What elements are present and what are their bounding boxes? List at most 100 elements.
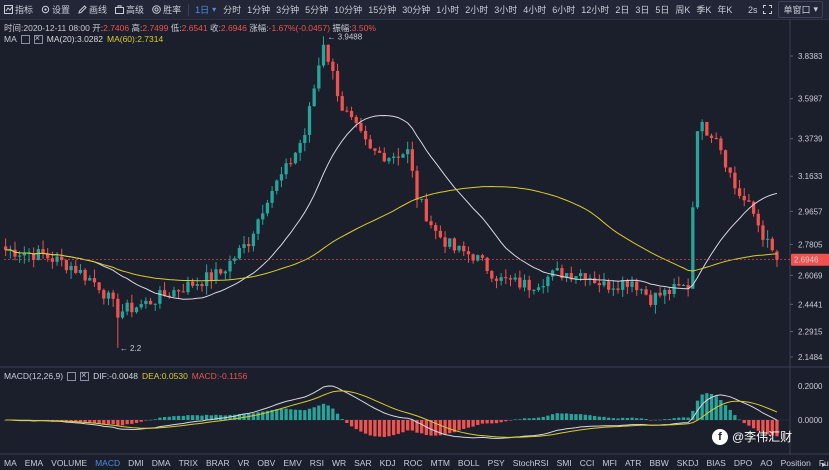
candle-body <box>190 281 195 286</box>
indicator-tab[interactable]: MTM <box>430 457 450 468</box>
dea-value: DEA:0.0530 <box>141 371 188 381</box>
period-tab[interactable]: 5分钟 <box>305 5 329 15</box>
indicator-tab[interactable]: DMA <box>151 457 171 468</box>
indicator-tab[interactable]: DMI <box>128 457 144 468</box>
indicator-tab[interactable]: MACD <box>95 457 121 468</box>
refresh-interval[interactable]: 2s <box>747 4 758 15</box>
low-label: 低: <box>170 23 182 33</box>
candle-body <box>326 44 330 62</box>
indicator-tab[interactable]: StochRSI <box>512 457 549 468</box>
window-mode-select[interactable]: 单窗口 ▾ <box>778 1 823 18</box>
period-tab[interactable]: 1分钟 <box>247 5 271 15</box>
macd-settings-checkbox[interactable] <box>67 371 77 381</box>
macd-histogram-bar <box>181 415 185 420</box>
period-tab[interactable]: 6小时 <box>552 5 576 15</box>
indicator-tab[interactable]: CCI <box>579 457 595 468</box>
macd-close-checkbox[interactable] <box>80 370 90 381</box>
indicator-tab[interactable]: VOLUME <box>51 457 88 468</box>
period-tab[interactable]: 3小时 <box>494 5 518 15</box>
price-chart[interactable]: 3.8383 3.5987 3.3739 3.1633 2.9657 2.7805 2.60… <box>0 0 829 455</box>
settings-button[interactable]: 设置 <box>37 0 74 19</box>
indicator-tab[interactable]: KDJ <box>379 457 396 468</box>
indicator-tab[interactable]: WR <box>331 457 347 468</box>
period-tab[interactable]: 10分钟 <box>334 5 363 15</box>
period-tab[interactable]: 1日 <box>195 5 210 15</box>
indicator-label: 指标 <box>15 5 34 15</box>
indicator-tab[interactable]: BIAS <box>706 457 726 468</box>
indicator-tab[interactable]: PSY <box>487 457 505 468</box>
candle-body <box>167 295 171 297</box>
indicator-tab[interactable]: EMA <box>24 457 44 468</box>
indicator-tab[interactable]: Position <box>780 457 811 468</box>
macd-histogram-bar <box>653 419 658 421</box>
indicator-tab[interactable]: EMV <box>283 457 302 468</box>
macd-histogram-bar <box>289 409 293 420</box>
indicator-tab[interactable]: BRAR <box>205 457 230 468</box>
period-tab[interactable]: 2小时 <box>465 5 489 15</box>
indicator-tab[interactable]: Fundflow <box>818 457 829 468</box>
candle-body <box>321 44 326 66</box>
candle-body <box>293 152 298 164</box>
indicator-tab[interactable]: BOLL <box>457 457 480 468</box>
period-tab[interactable]: 周K <box>675 5 691 15</box>
macd-histogram-bar <box>158 417 162 420</box>
candle-body <box>363 130 368 140</box>
period-tab[interactable]: 5日 <box>655 5 670 15</box>
indicator-tab[interactable]: ROC <box>403 457 423 468</box>
indicator-tab[interactable]: RSI <box>309 457 324 468</box>
macd-histogram-bar <box>307 408 312 420</box>
indicator-tab[interactable]: AO <box>760 457 773 468</box>
candle-body <box>494 278 499 281</box>
indicator-tab[interactable]: BBW <box>649 457 669 468</box>
ma-settings-checkbox[interactable] <box>20 34 30 44</box>
ma20-value: MA(20):3.0282 <box>46 34 103 44</box>
top-toolbar: 指标 设置 画线 高级 胜率 1日 ▾ 分时 1分钟 3分钟 5分钟 10分钟 15分钟 30分… <box>0 0 829 20</box>
period-tab[interactable]: 15分钟 <box>368 5 397 15</box>
indicator-tab[interactable]: SKDJ <box>676 457 699 468</box>
price-tick-label: 2.2915 <box>798 328 823 337</box>
period-tab[interactable]: 1小时 <box>436 5 460 15</box>
advanced-button[interactable]: 高级 <box>111 0 148 19</box>
period-tab[interactable]: 季K <box>696 5 712 15</box>
indicator-tab[interactable]: ATR <box>625 457 642 468</box>
candle-body <box>522 279 527 288</box>
macd-histogram-bar <box>611 418 615 420</box>
candle-body <box>354 117 358 123</box>
indicator-button[interactable]: 指标 <box>0 0 37 19</box>
indicator-tab[interactable]: SMI <box>556 457 572 468</box>
ma-close-checkbox[interactable] <box>33 33 43 44</box>
macd-histogram-bar <box>462 420 466 429</box>
indicator-tab[interactable]: OBV <box>257 457 276 468</box>
indicator-tab[interactable]: DPO <box>733 457 753 468</box>
indicator-tab[interactable]: VR <box>237 457 250 468</box>
candle-body <box>55 256 59 262</box>
period-tab[interactable]: 4小时 <box>523 5 547 15</box>
win-rate-button[interactable]: 胜率 <box>148 0 185 19</box>
scroll-right-icon[interactable]: ▸ <box>821 460 826 469</box>
candle-body <box>765 238 770 240</box>
period-tab[interactable]: 分时 <box>223 5 242 15</box>
period-tab[interactable]: 12小时 <box>581 5 610 15</box>
macd-histogram-bar <box>518 419 522 420</box>
indicator-tab[interactable]: SAR <box>354 457 372 468</box>
candle-body <box>438 230 443 238</box>
candle-body <box>46 253 50 259</box>
macd-histogram-bar <box>363 420 368 434</box>
draw-line-button[interactable]: 画线 <box>74 0 111 19</box>
indicator-tab[interactable]: TRIX <box>178 457 198 468</box>
indicator-tab[interactable]: MFI <box>602 457 617 468</box>
period-tab[interactable]: 30分钟 <box>402 5 431 15</box>
period-tab[interactable]: 年K <box>717 5 733 15</box>
macd-histogram-bar <box>635 418 639 420</box>
macd-tick-label: 0.2000 <box>798 382 823 391</box>
period-tab[interactable]: 3日 <box>635 5 650 15</box>
period-tab[interactable]: 2日 <box>615 5 630 15</box>
candle-body <box>195 284 199 286</box>
chevron-down-icon[interactable]: ▾ <box>212 5 217 14</box>
indicator-tab[interactable]: MA <box>4 457 17 468</box>
candle-body <box>770 238 774 251</box>
fullscreen-icon[interactable] <box>763 5 773 14</box>
period-tab[interactable]: 3分钟 <box>276 5 300 15</box>
close-value: 2.6946 <box>220 23 247 33</box>
candle-body <box>317 65 321 89</box>
